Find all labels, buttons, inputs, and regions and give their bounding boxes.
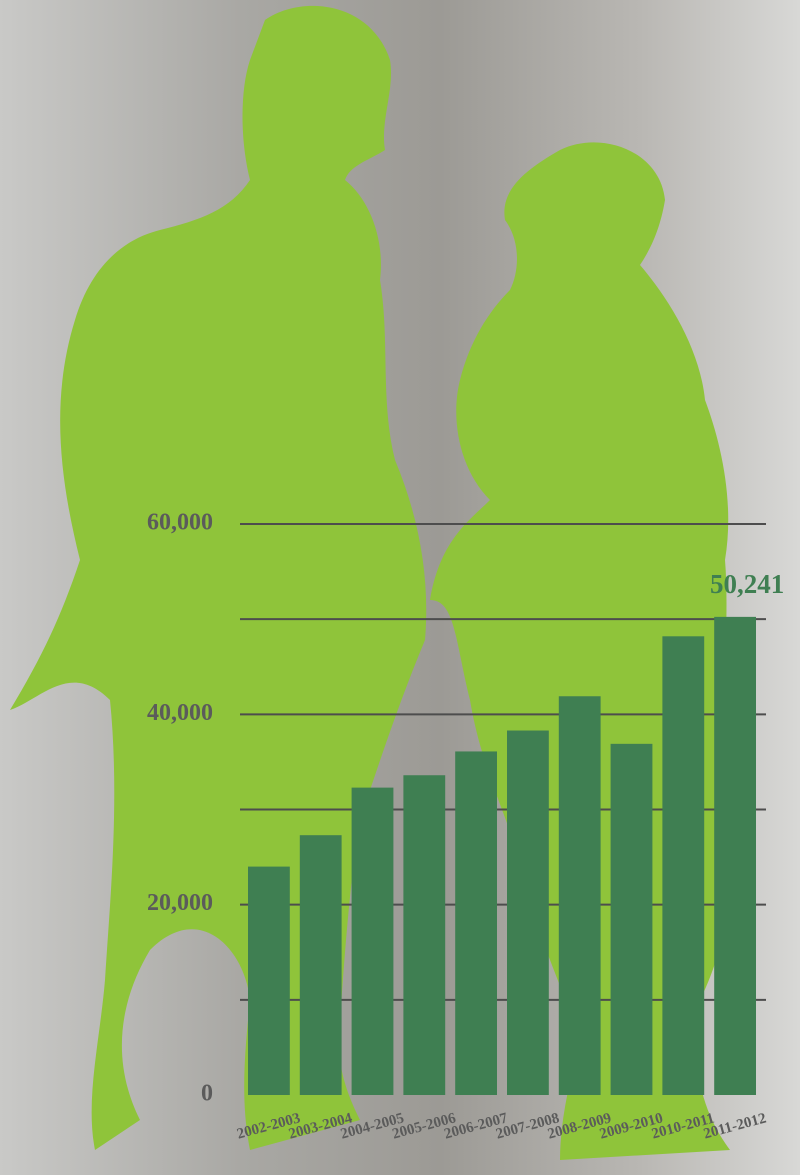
bar: [662, 636, 704, 1095]
bar: [507, 731, 549, 1095]
y-tick-label: 60,000: [147, 510, 213, 536]
bar: [714, 617, 756, 1095]
bar: [611, 744, 653, 1095]
chart: 020,00040,00060,0002002-20032003-2004200…: [0, 0, 800, 1175]
bar: [455, 751, 497, 1095]
value-label: 50,241: [710, 569, 784, 599]
y-tick-label: 0: [201, 1081, 213, 1107]
bar: [352, 788, 394, 1095]
y-tick-label: 20,000: [147, 890, 213, 916]
bar: [559, 696, 601, 1095]
bar: [403, 775, 445, 1095]
bar: [300, 835, 342, 1095]
y-tick-label: 40,000: [147, 700, 213, 726]
bar: [248, 867, 290, 1095]
